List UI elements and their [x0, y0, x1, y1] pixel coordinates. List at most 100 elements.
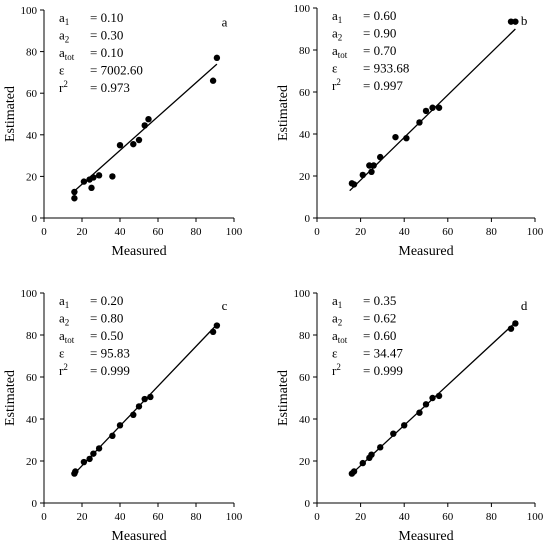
- stat-line: a1 = 0.20: [59, 293, 123, 310]
- stat-line: atot = 0.50: [59, 328, 123, 345]
- data-point: [209, 77, 217, 84]
- data-point: [145, 116, 152, 123]
- data-point: [403, 135, 410, 142]
- y-tick-label: 80: [26, 47, 38, 59]
- data-point: [416, 119, 423, 126]
- y-tick-label: 100: [294, 3, 311, 15]
- x-tick-label: 100: [527, 511, 544, 523]
- stat-line: a2 = 0.30: [59, 28, 123, 45]
- y-tick-label: 100: [21, 5, 38, 17]
- stat-line: r2 = 0.999: [59, 362, 130, 378]
- y-tick-label: 20: [26, 456, 38, 468]
- y-axis-title: Estimated: [3, 370, 18, 426]
- x-tick-label: 40: [115, 226, 127, 238]
- x-axis-title: Measured: [111, 244, 166, 259]
- y-tick-label: 80: [26, 330, 38, 342]
- data-point: [390, 430, 397, 437]
- data-point: [429, 104, 436, 111]
- data-point: [116, 422, 124, 429]
- y-tick-label: 100: [294, 288, 311, 300]
- data-point: [141, 122, 148, 129]
- y-axis-title: Estimated: [276, 85, 291, 141]
- x-tick-label: 100: [226, 226, 243, 238]
- data-point: [401, 422, 408, 429]
- y-tick-label: 80: [299, 45, 311, 57]
- x-tick-label: 100: [527, 226, 544, 238]
- stat-line: a1 = 0.35: [332, 293, 396, 310]
- data-point: [350, 468, 358, 475]
- stat-line: r2 = 0.999: [332, 362, 403, 378]
- y-tick-label: 40: [299, 414, 311, 426]
- data-point: [370, 162, 377, 169]
- data-point: [80, 178, 88, 185]
- data-point: [377, 153, 384, 161]
- stat-line: ε = 933.68: [332, 61, 409, 76]
- y-tick-label: 60: [26, 88, 38, 100]
- data-point: [90, 174, 97, 181]
- stat-line: ε = 95.83: [59, 346, 130, 361]
- chart-panel-a: 0 20 40 60 80 100 0 20 40 60 80 100 Measured Estimate…: [3, 5, 243, 259]
- chart-panel-c: 0 20 40 60 80 100 0 20 40 60 80 100 Measured Estimate…: [3, 288, 243, 544]
- data-point: [416, 409, 423, 416]
- y-tick-label: 40: [26, 414, 38, 426]
- panel-letter: c: [222, 298, 228, 313]
- y-tick-label: 20: [299, 456, 311, 468]
- y-axis-title: Estimated: [3, 86, 18, 142]
- y-tick-label: 0: [305, 498, 311, 510]
- x-tick-label: 0: [314, 511, 320, 523]
- panel-letter: d: [521, 298, 528, 313]
- data-point: [90, 450, 97, 457]
- stat-line: a2 = 0.62: [332, 311, 396, 328]
- data-point: [80, 458, 88, 466]
- y-tick-label: 100: [21, 288, 38, 300]
- data-point: [392, 133, 399, 141]
- x-tick-label: 20: [77, 511, 89, 523]
- x-tick-label: 0: [41, 226, 47, 238]
- x-axis-title: Measured: [398, 529, 453, 544]
- stat-line: atot = 0.60: [332, 328, 396, 345]
- data-point: [135, 403, 143, 410]
- data-point: [209, 328, 217, 336]
- x-tick-label: 80: [486, 511, 498, 523]
- x-tick-label: 60: [442, 511, 454, 523]
- x-tick-label: 80: [486, 226, 498, 238]
- data-point: [95, 445, 103, 452]
- data-point: [147, 393, 154, 401]
- data-point: [359, 171, 366, 179]
- stat-line: r2 = 0.997: [332, 77, 403, 93]
- data-point: [435, 392, 443, 400]
- data-point: [422, 401, 430, 408]
- y-tick-label: 60: [299, 87, 311, 99]
- y-tick-label: 60: [299, 372, 311, 384]
- stat-line: a2 = 0.80: [59, 311, 123, 328]
- data-point: [213, 322, 221, 329]
- y-tick-label: 20: [299, 171, 311, 183]
- data-point: [429, 394, 436, 402]
- data-point: [86, 455, 93, 463]
- data-point: [512, 18, 519, 25]
- x-tick-label: 80: [191, 511, 203, 523]
- panel-letter: b: [521, 13, 528, 28]
- x-tick-label: 60: [153, 511, 165, 523]
- x-tick-label: 60: [442, 226, 454, 238]
- x-tick-label: 0: [41, 511, 47, 523]
- data-point: [88, 184, 95, 192]
- x-tick-label: 20: [355, 226, 367, 238]
- x-axis-title: Measured: [398, 244, 453, 259]
- data-point: [72, 468, 79, 475]
- data-point: [377, 444, 384, 451]
- data-point: [95, 172, 103, 179]
- y-tick-label: 20: [26, 171, 38, 183]
- data-point: [71, 195, 78, 202]
- x-tick-label: 40: [399, 511, 411, 523]
- y-tick-label: 0: [32, 213, 38, 225]
- stat-line: a1 = 0.60: [332, 8, 396, 25]
- data-point: [109, 432, 116, 439]
- x-tick-label: 20: [355, 511, 367, 523]
- data-point: [368, 451, 375, 458]
- x-tick-label: 40: [115, 511, 127, 523]
- data-point: [116, 142, 124, 149]
- data-point: [141, 395, 148, 403]
- data-point: [422, 107, 430, 115]
